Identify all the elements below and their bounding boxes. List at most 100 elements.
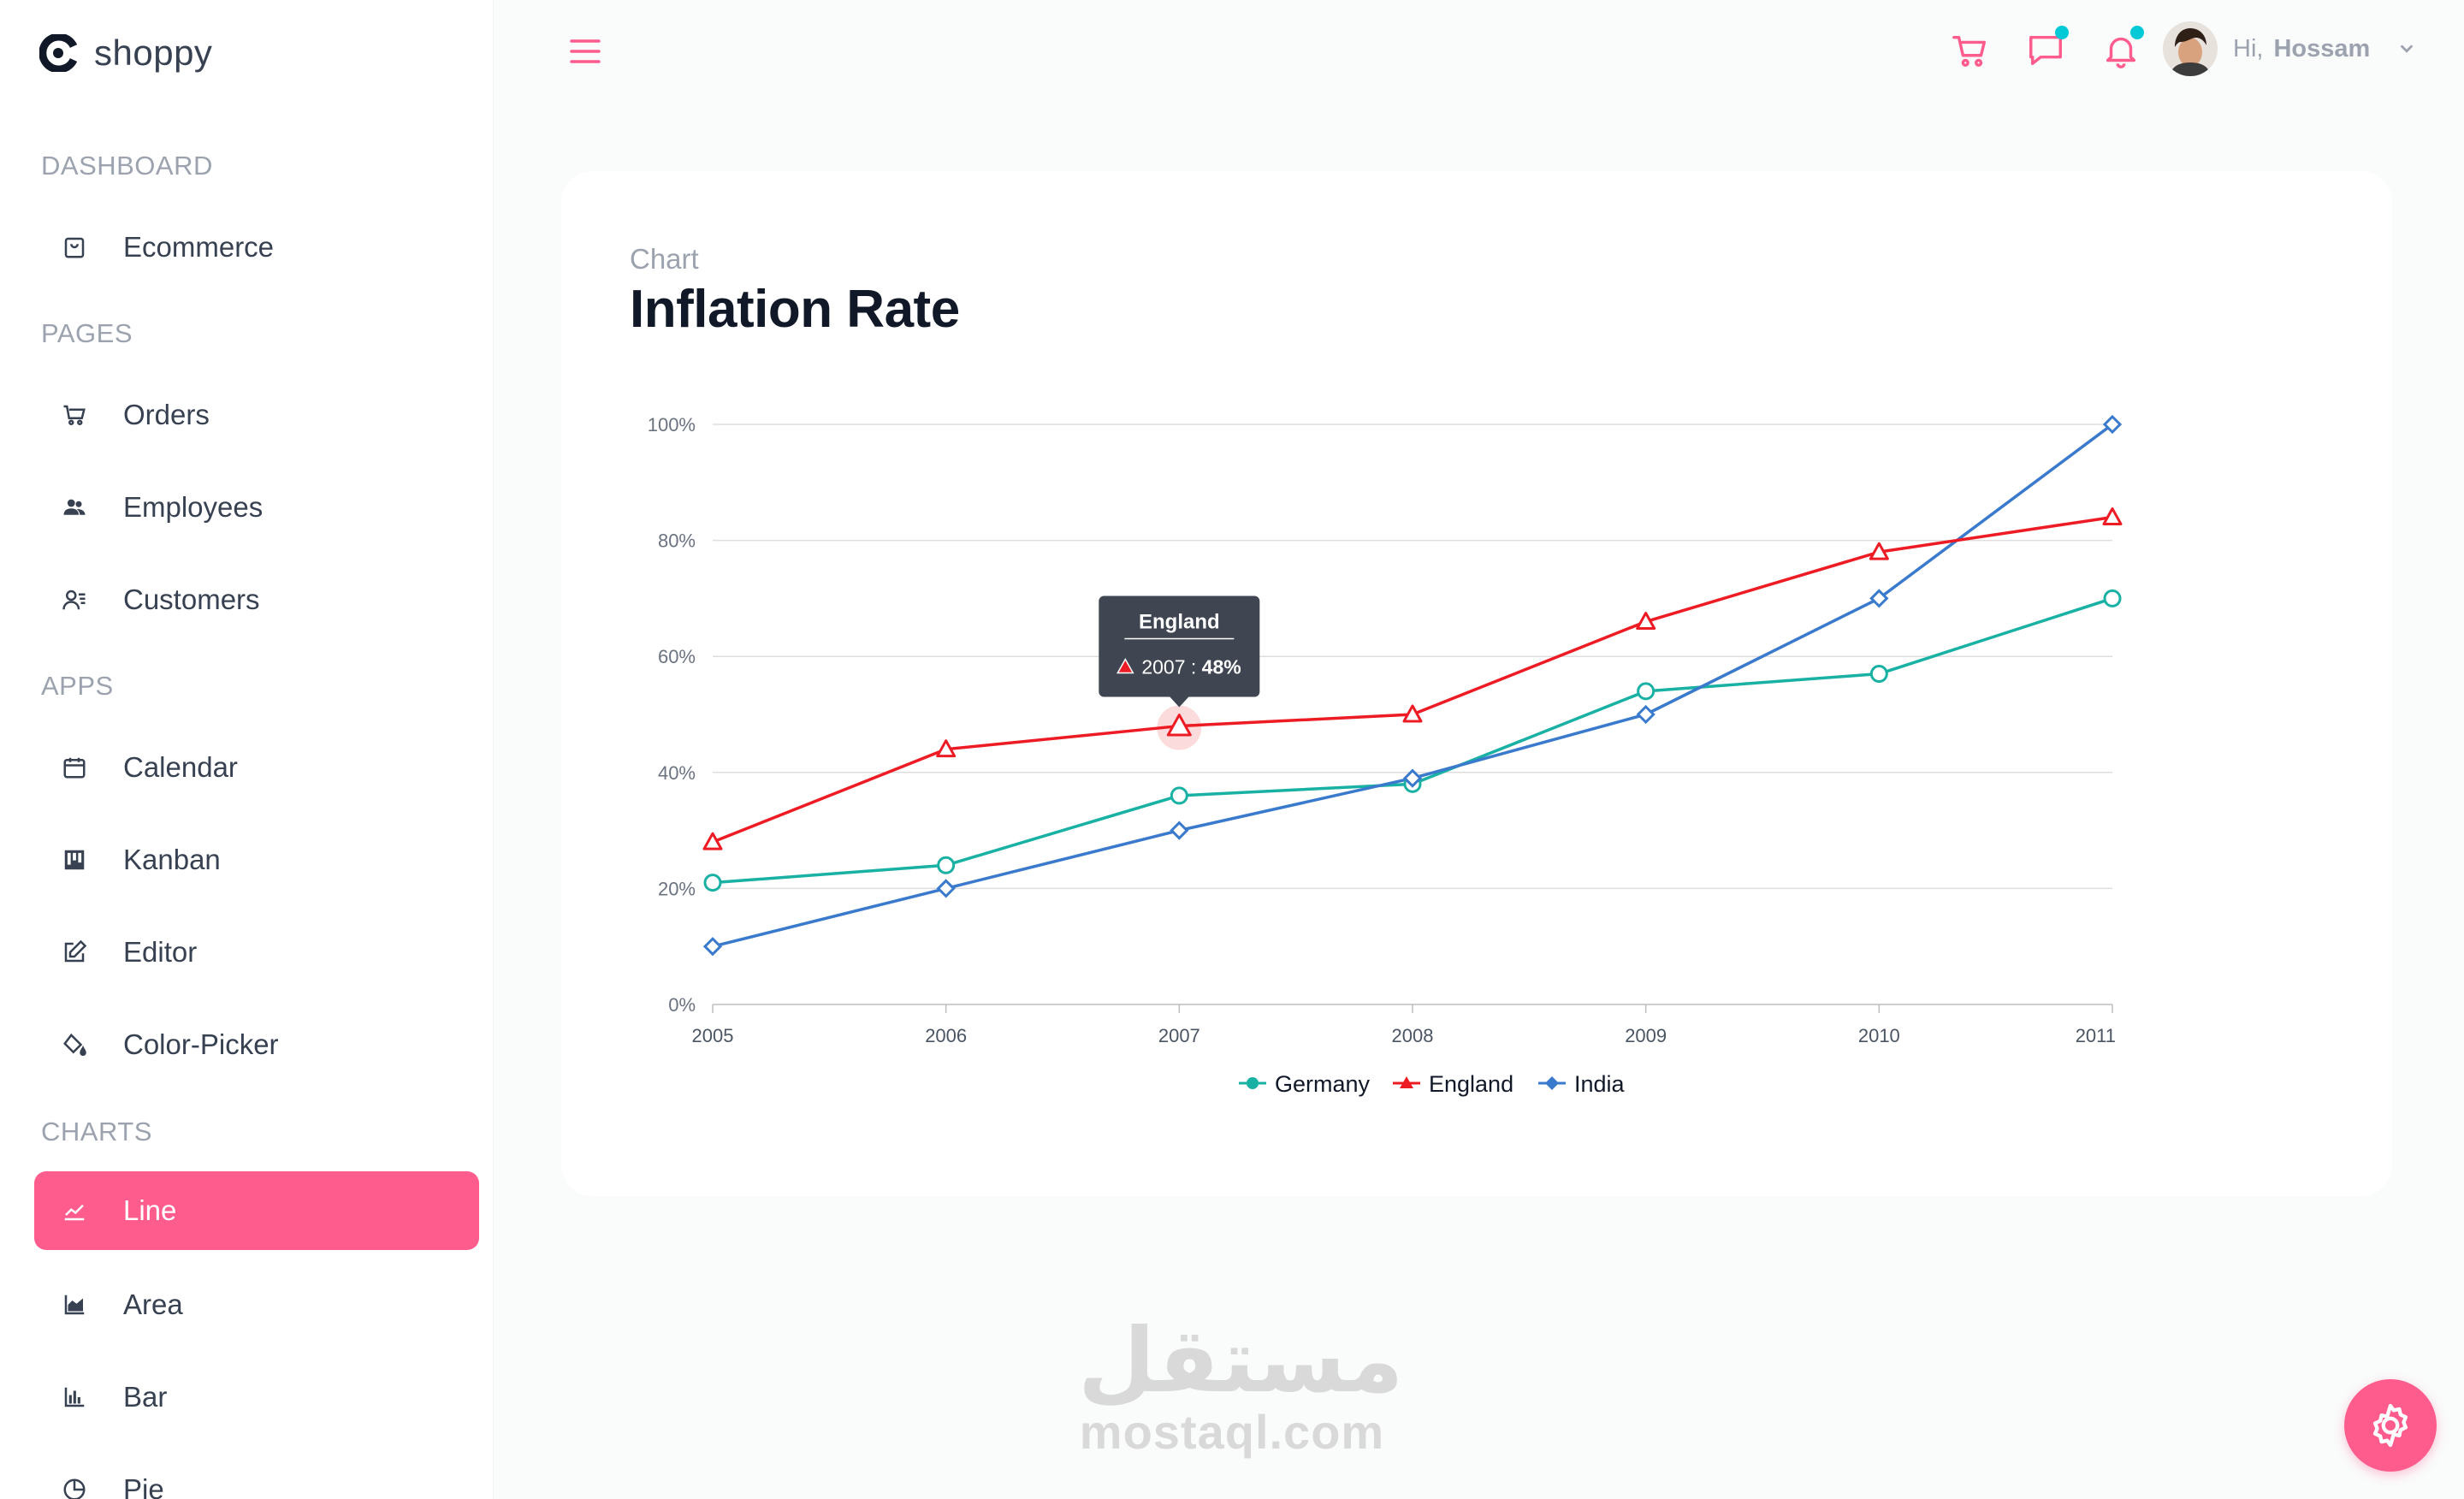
sidebar-item-label: Color-Picker — [123, 1028, 279, 1060]
sidebar-item-calendar[interactable]: Calendar — [34, 728, 479, 807]
x-tick-label: 2005 — [692, 1025, 734, 1046]
sidebar-item-bar[interactable]: Bar — [34, 1358, 479, 1437]
pie-chart-icon — [60, 1475, 89, 1499]
edit-icon — [60, 938, 89, 967]
paint-bucket-icon — [60, 1030, 89, 1059]
highlighted-data-point[interactable] — [1166, 714, 1192, 737]
data-point-india[interactable] — [1636, 704, 1656, 725]
data-point-england[interactable] — [1402, 704, 1423, 723]
brand[interactable]: shoppy — [39, 29, 212, 77]
chat-icon — [2029, 35, 2062, 66]
tooltip-series-name: England — [1139, 611, 1220, 634]
people-icon — [60, 493, 89, 522]
sidebar-item-line[interactable]: Line — [34, 1171, 479, 1250]
user-name: Hossam — [2273, 34, 2371, 62]
data-point-england[interactable] — [702, 832, 723, 850]
data-point-england[interactable] — [2102, 507, 2123, 525]
sidebar-item-customers[interactable]: Customers — [34, 560, 479, 639]
sidebar-item-ecommerce[interactable]: Ecommerce — [34, 208, 479, 287]
data-point-india[interactable] — [936, 879, 956, 898]
bell-icon — [2106, 37, 2136, 68]
data-point-india[interactable] — [1402, 768, 1423, 788]
legend-item-germany[interactable]: Germany — [1275, 1071, 1371, 1097]
sidebar-item-orders[interactable]: Orders — [34, 376, 479, 454]
notifications-button[interactable] — [2101, 26, 2144, 72]
page-title: Inflation Rate — [630, 280, 960, 339]
sidebar-item-label: Line — [123, 1194, 177, 1226]
x-tick-label: 2006 — [925, 1025, 967, 1046]
y-tick-label: 0% — [668, 994, 696, 1016]
data-point-england[interactable] — [1636, 612, 1656, 631]
x-tick-label: 2010 — [1858, 1025, 1900, 1046]
sidebar-item-color-picker[interactable]: Color-Picker — [34, 1005, 479, 1084]
sidebar-item-area[interactable]: Area — [34, 1265, 479, 1344]
data-point-india[interactable] — [702, 937, 723, 957]
x-tick-label: 2007 — [1158, 1025, 1200, 1046]
kanban-icon — [60, 845, 89, 874]
cart-icon — [1952, 35, 1987, 67]
x-tick-label: 2011 — [2076, 1025, 2116, 1046]
calendar-icon — [60, 753, 89, 782]
shoppy-logo-icon — [39, 34, 77, 72]
chat-button[interactable] — [2026, 26, 2069, 72]
legend-item-india[interactable]: India — [1574, 1071, 1626, 1097]
sidebar-item-label: Kanban — [123, 844, 221, 875]
legend-marker — [1247, 1077, 1259, 1089]
sidebar-item-pie[interactable]: Pie — [34, 1450, 479, 1499]
settings-button[interactable] — [2344, 1379, 2437, 1472]
series-line-germany — [712, 596, 2113, 885]
data-point-germany[interactable] — [1637, 682, 1656, 701]
area-chart-icon — [60, 1290, 89, 1319]
data-point-germany[interactable] — [703, 874, 722, 892]
chart-card: Chart Inflation Rate 0% 20% 40% 60% 80% 100% 2… — [561, 171, 2392, 1196]
legend-item-england[interactable]: England — [1429, 1071, 1513, 1097]
data-point-germany[interactable] — [1170, 786, 1188, 805]
data-point-india[interactable] — [1170, 821, 1189, 840]
user-profile-button[interactable]: Hi, Hossam — [2163, 19, 2416, 79]
page-eyebrow: Chart — [630, 243, 699, 275]
data-point-england[interactable] — [1869, 542, 1889, 560]
sidebar-item-label: Orders — [123, 399, 210, 430]
watermark: مستقل mostaql.com — [1078, 1308, 1404, 1459]
data-point-england[interactable] — [936, 739, 957, 758]
section-title-pages: PAGES — [41, 318, 133, 348]
watermark-arabic: مستقل — [1078, 1308, 1404, 1413]
data-point-india[interactable] — [1869, 589, 1889, 608]
sidebar-item-label: Customers — [123, 584, 260, 615]
cart-button[interactable] — [1951, 31, 1992, 72]
sidebar-item-label: Pie — [123, 1473, 164, 1499]
sidebar-item-employees[interactable]: Employees — [34, 468, 479, 547]
sidebar-item-kanban[interactable]: Kanban — [34, 821, 479, 899]
shopping-bag-icon — [60, 233, 89, 262]
data-point-germany[interactable] — [937, 856, 956, 874]
data-point-germany[interactable] — [2103, 589, 2122, 607]
data-point-india[interactable] — [2102, 414, 2123, 435]
avatar — [2163, 21, 2218, 76]
y-tick-label: 100% — [648, 414, 696, 435]
customers-icon — [60, 585, 89, 614]
bar-chart-icon — [60, 1383, 89, 1412]
greeting: Hi, — [2233, 34, 2264, 62]
menu-icon — [570, 39, 601, 63]
data-point-germany[interactable] — [1869, 665, 1888, 684]
sidebar: shoppy DASHBOARD PAGES APPS CHARTS Ecomm… — [0, 0, 493, 1499]
tooltip-marker — [1116, 658, 1134, 674]
menu-toggle-button[interactable] — [568, 34, 602, 68]
legend-marker — [1400, 1076, 1413, 1088]
tooltip-value: 2007 : 48% — [1141, 656, 1241, 678]
sidebar-item-label: Ecommerce — [123, 231, 275, 263]
x-tick-label: 2008 — [1392, 1025, 1434, 1046]
watermark-latin: mostaql.com — [1079, 1405, 1385, 1459]
y-tick-label: 20% — [658, 878, 696, 899]
sidebar-item-label: Employees — [123, 491, 264, 523]
gear-icon — [2372, 1403, 2408, 1448]
section-title-dashboard: DASHBOARD — [41, 151, 213, 181]
sidebar-item-editor[interactable]: Editor — [34, 913, 479, 992]
tooltip-pointer — [1170, 696, 1189, 708]
series-line-england — [712, 515, 2113, 844]
tooltip-box — [1099, 595, 1260, 697]
chat-notification-dot — [2055, 26, 2069, 39]
line-chart-icon — [60, 1196, 89, 1225]
y-tick-label: 40% — [658, 762, 696, 784]
section-title-charts: CHARTS — [41, 1117, 152, 1146]
